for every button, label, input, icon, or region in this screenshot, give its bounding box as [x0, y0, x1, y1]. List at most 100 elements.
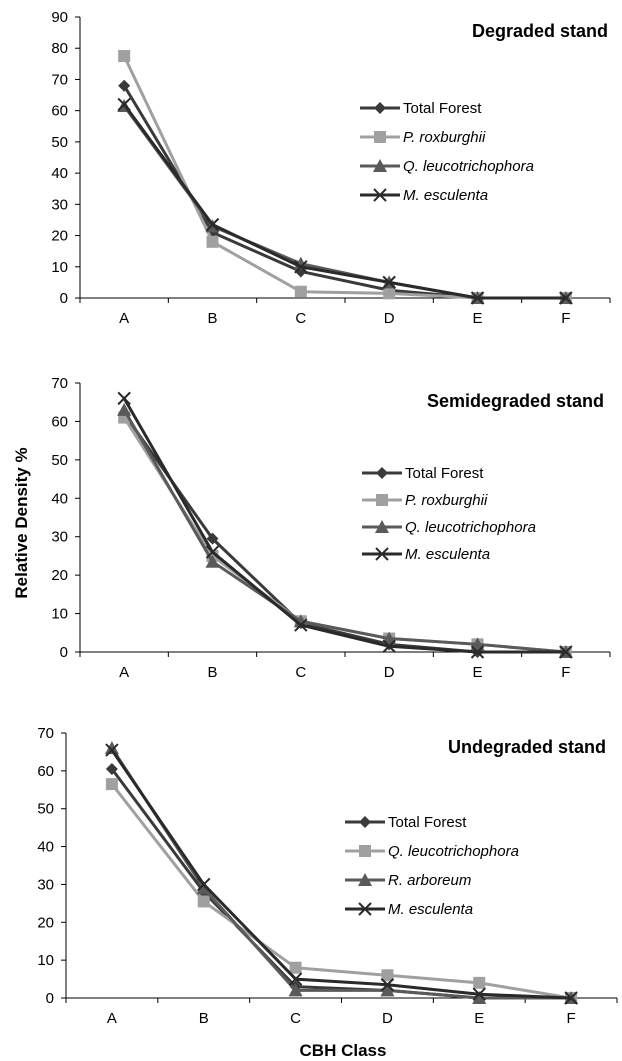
- x-tick-label: B: [207, 310, 217, 327]
- data-point: [105, 743, 119, 757]
- legend-marker: [375, 547, 389, 561]
- data-point: [104, 741, 119, 755]
- data-point: [472, 987, 486, 1001]
- y-tick-label: 20: [51, 567, 68, 584]
- y-tick-label: 20: [51, 228, 68, 245]
- data-point: [382, 639, 396, 653]
- series-line: [110, 749, 572, 1000]
- series-2: [118, 50, 572, 304]
- series-line: [110, 783, 572, 1000]
- y-tick-label: 30: [51, 196, 68, 213]
- data-point: [118, 79, 131, 92]
- legend: Total Forest P. roxburghii Q. leucotrichop…: [362, 465, 536, 563]
- data-point: [206, 532, 219, 545]
- chart-panels: 0 10 20 30 40 50 60 70 80 90 A B C D E F Degraded stand T…: [37, 9, 618, 1027]
- y-tick-label: 50: [51, 134, 68, 151]
- legend-marker: [359, 845, 371, 857]
- x-tick-label: D: [384, 310, 395, 327]
- data-point: [294, 618, 308, 632]
- chart-title: Semidegraded stand: [427, 391, 604, 411]
- data-point: [470, 291, 485, 305]
- legend: Total Forest P. roxburghii Q. leucotrichop…: [360, 100, 534, 204]
- data-point: [105, 778, 118, 791]
- data-point: [117, 402, 132, 416]
- series-4: [117, 97, 573, 305]
- data-point: [206, 235, 219, 248]
- data-point: [205, 217, 220, 232]
- data-point: [380, 978, 395, 992]
- y-tick-label: 50: [51, 452, 68, 469]
- x-axis-label: CBH Class: [300, 1041, 387, 1060]
- data-point: [564, 991, 578, 1005]
- legend-item: M. esculenta: [345, 901, 473, 918]
- legend-marker: [374, 102, 386, 114]
- y-axis-label: Relative Density %: [12, 447, 31, 598]
- x-tick-label: D: [382, 1010, 393, 1027]
- legend-item: Total Forest: [362, 465, 484, 482]
- data-point: [205, 545, 220, 559]
- x-tick-label: C: [295, 664, 306, 681]
- series-3: [104, 741, 579, 1004]
- legend-label: Total Forest: [403, 100, 482, 117]
- chart-title: Degraded stand: [472, 21, 608, 41]
- y-tick-label: 70: [37, 725, 54, 742]
- y-tick-label: 40: [51, 490, 68, 507]
- data-point: [473, 976, 486, 989]
- data-point: [294, 260, 308, 274]
- legend-item: Q. leucotrichophora: [345, 843, 519, 860]
- y-tick-label: 20: [37, 914, 54, 931]
- data-point: [380, 983, 395, 997]
- data-point: [197, 895, 210, 908]
- legend-item: P. roxburghii: [362, 492, 488, 509]
- data-point: [559, 291, 573, 305]
- legend: Total Forest Q. leucotrichophora R. arbore…: [345, 814, 519, 918]
- data-point: [294, 285, 307, 298]
- legend-item: Total Forest: [360, 100, 482, 117]
- series-1: [105, 762, 578, 1004]
- data-point: [118, 50, 131, 63]
- legend-label: Q. leucotrichophora: [403, 158, 534, 175]
- legend-marker: [374, 131, 386, 143]
- series-line: [110, 747, 572, 1000]
- y-tick-label: 60: [51, 413, 68, 430]
- legend-marker: [376, 467, 388, 479]
- y-tick-label: 70: [51, 71, 68, 88]
- legend-label: M. esculenta: [403, 187, 488, 204]
- x-tick-label: D: [384, 664, 395, 681]
- legend-item: Q. leucotrichophora: [362, 519, 536, 536]
- data-point: [196, 881, 211, 895]
- data-point: [105, 762, 118, 775]
- series-line: [122, 84, 566, 300]
- series-2: [105, 778, 578, 1004]
- x-tick-label: C: [295, 310, 306, 327]
- legend-label: M. esculenta: [405, 546, 490, 563]
- legend-label: Total Forest: [405, 465, 484, 482]
- data-point: [118, 411, 131, 424]
- legend-item: Q. leucotrichophora: [360, 158, 534, 175]
- data-point: [470, 637, 485, 651]
- y-tick-label: 0: [60, 644, 68, 661]
- legend-marker: [358, 902, 372, 916]
- legend-marker: [373, 159, 387, 172]
- legend-marker: [373, 188, 387, 202]
- y-tick-label: 0: [46, 990, 54, 1007]
- legend-label: M. esculenta: [388, 901, 473, 918]
- x-tick-label: E: [472, 664, 482, 681]
- data-point: [559, 645, 573, 659]
- legend-label: Q. leucotrichophora: [388, 843, 519, 860]
- series-line: [122, 397, 566, 654]
- y-tick-label: 0: [60, 290, 68, 307]
- legend-label: Q. leucotrichophora: [405, 519, 536, 536]
- chart-panel-1: 0 10 20 30 40 50 60 70 80 90 A B C D E F Degraded stand T…: [51, 9, 611, 327]
- y-tick-label: 10: [51, 259, 68, 276]
- legend-item: R. arboreum: [345, 872, 471, 889]
- legend-marker: [358, 873, 372, 886]
- x-tick-label: B: [199, 1010, 209, 1027]
- series-line: [110, 768, 572, 1000]
- data-point: [117, 97, 131, 112]
- y-tick-label: 40: [37, 839, 54, 856]
- y-tick-label: 30: [51, 529, 68, 546]
- data-point: [205, 554, 220, 568]
- data-point: [117, 391, 131, 406]
